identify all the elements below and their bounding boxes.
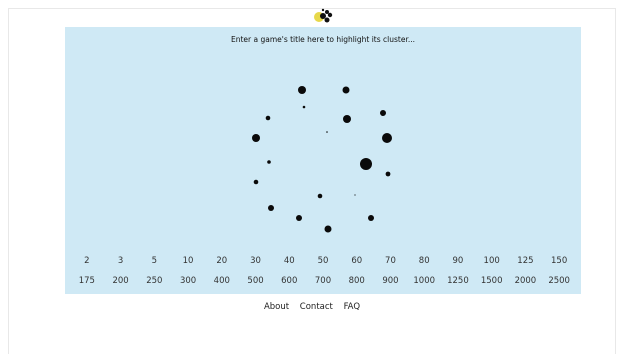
cluster-dot[interactable] xyxy=(368,215,374,221)
threshold-option[interactable]: 50 xyxy=(317,256,329,266)
cluster-dot[interactable] xyxy=(298,86,306,94)
contact-link[interactable]: Contact xyxy=(299,302,333,312)
cluster-dot[interactable] xyxy=(342,86,350,94)
threshold-row-1: 2 3 5 10 20 30 40 50 60 70 80 90 100 125… xyxy=(70,256,576,266)
cluster-dot[interactable] xyxy=(302,105,306,109)
cluster-dot[interactable] xyxy=(265,115,271,121)
threshold-option[interactable]: 30 xyxy=(250,256,261,266)
cluster-dot[interactable] xyxy=(296,215,302,221)
cluster-dot[interactable] xyxy=(317,193,323,199)
cluster-dot[interactable] xyxy=(326,131,328,133)
threshold-option[interactable]: 40 xyxy=(283,256,295,266)
threshold-option[interactable]: 125 xyxy=(517,256,534,266)
right-border xyxy=(615,8,616,354)
threshold-option[interactable]: 1000 xyxy=(413,276,436,286)
threshold-option[interactable]: 600 xyxy=(281,276,298,286)
threshold-option[interactable]: 250 xyxy=(146,276,163,286)
cluster-logo-icon[interactable] xyxy=(309,6,337,26)
cluster-dot[interactable] xyxy=(360,158,372,170)
threshold-option[interactable]: 80 xyxy=(418,256,430,266)
threshold-option[interactable]: 10 xyxy=(182,256,194,266)
threshold-option[interactable]: 700 xyxy=(314,276,332,286)
threshold-option[interactable]: 200 xyxy=(112,276,129,286)
threshold-option[interactable]: 300 xyxy=(179,276,197,286)
visualization-panel: 2 3 5 10 20 30 40 50 60 70 80 90 100 125… xyxy=(65,27,581,294)
threshold-option[interactable]: 60 xyxy=(351,256,363,266)
faq-link[interactable]: FAQ xyxy=(343,302,361,312)
top-divider xyxy=(8,8,616,9)
threshold-option[interactable]: 5 xyxy=(151,256,158,266)
threshold-row-2: 175 200 250 300 400 500 600 700 800 900 … xyxy=(70,276,576,286)
threshold-option[interactable]: 20 xyxy=(216,256,228,266)
threshold-option[interactable]: 1250 xyxy=(447,276,469,286)
threshold-option[interactable]: 70 xyxy=(385,256,396,266)
threshold-option[interactable]: 1500 xyxy=(480,276,503,286)
cluster-dot[interactable] xyxy=(268,205,274,211)
footer-nav: About Contact FAQ xyxy=(0,302,624,312)
threshold-option[interactable]: 100 xyxy=(483,256,500,266)
about-link[interactable]: About xyxy=(263,302,290,312)
cluster-visualization[interactable] xyxy=(65,27,581,267)
cluster-dot[interactable] xyxy=(343,115,351,123)
threshold-option[interactable]: 900 xyxy=(382,276,399,286)
threshold-option[interactable]: 400 xyxy=(213,276,230,286)
threshold-option[interactable]: 2000 xyxy=(514,276,537,286)
cluster-dot[interactable] xyxy=(324,225,332,233)
game-search-input[interactable] xyxy=(183,31,463,47)
threshold-option[interactable]: 500 xyxy=(247,276,264,286)
threshold-option[interactable]: 2 xyxy=(84,256,90,266)
left-border xyxy=(8,8,9,354)
threshold-option[interactable]: 3 xyxy=(117,256,124,266)
cluster-dot[interactable] xyxy=(385,171,391,177)
cluster-dot[interactable] xyxy=(252,134,260,142)
threshold-option[interactable]: 2500 xyxy=(548,276,570,286)
cluster-dot[interactable] xyxy=(380,110,386,116)
cluster-dot[interactable] xyxy=(267,160,271,164)
threshold-option[interactable]: 150 xyxy=(551,256,568,266)
threshold-option[interactable]: 175 xyxy=(78,276,95,286)
threshold-option[interactable]: 800 xyxy=(348,276,365,286)
cluster-dot[interactable] xyxy=(354,194,356,196)
cluster-dot[interactable] xyxy=(382,133,392,143)
cluster-dot[interactable] xyxy=(253,179,259,185)
threshold-option[interactable]: 90 xyxy=(452,256,464,266)
